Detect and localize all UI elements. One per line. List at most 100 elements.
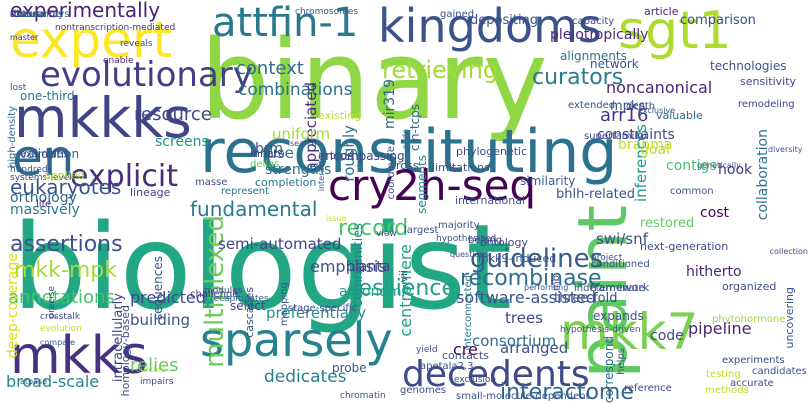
word-4: kingdoms — [378, 0, 602, 53]
word-186: reference — [624, 383, 672, 394]
word-108: enable — [103, 56, 134, 66]
word-109: lost — [10, 83, 27, 93]
word-123: largest — [404, 225, 439, 236]
word-191: discuss — [10, 9, 47, 20]
word-63: swi/snf — [596, 230, 648, 248]
word-131: depth — [626, 101, 656, 112]
word-36: annotations — [8, 287, 115, 308]
word-112: segments — [415, 155, 429, 214]
word-7: en — [12, 129, 75, 187]
word-23: assertions — [10, 232, 123, 257]
word-33: noncanonical — [606, 78, 713, 97]
word-164: indeterminate — [574, 283, 645, 294]
word-154: compare — [40, 338, 76, 347]
word-22: resilience — [350, 276, 456, 301]
word-92: sensitivity — [740, 75, 797, 88]
word-99: existing — [318, 109, 362, 122]
word-41: dedicates — [264, 367, 347, 387]
word-107: master — [10, 33, 39, 42]
word-119: life — [36, 199, 52, 210]
word-166: expands — [593, 309, 644, 323]
word-106: reveals — [120, 39, 153, 49]
word-122: majority — [438, 220, 480, 231]
word-14: mkk7 — [560, 303, 699, 361]
word-94: international — [455, 194, 526, 207]
word-79: mkk9-induced — [478, 252, 557, 265]
word-194: tool — [10, 9, 29, 20]
word-54: brahma — [618, 137, 673, 153]
word-105: nontranscription-mediated — [55, 23, 176, 33]
word-130: valuable — [656, 109, 703, 122]
word-3: reconstituting — [200, 117, 618, 187]
word-103: gained — [440, 9, 475, 20]
word-168: correspond — [602, 336, 616, 404]
word-68: uniform — [272, 125, 331, 143]
word-90: technologies — [710, 59, 787, 73]
word-173: candidates — [752, 366, 807, 377]
word-120: coordinate — [386, 146, 397, 200]
word-135: stage-specific — [288, 303, 358, 314]
word-140: collection — [769, 247, 808, 256]
word-189: network — [590, 57, 639, 71]
word-192: microarrays — [10, 9, 70, 20]
word-141: uncovering — [783, 287, 796, 349]
word-65: pipeline — [688, 319, 752, 338]
word-37: semi-automated — [218, 235, 342, 253]
word-91: remodeling — [738, 99, 795, 110]
word-26: fundamental — [190, 197, 318, 221]
word-73: fuse — [262, 144, 294, 162]
word-104: article — [644, 5, 679, 18]
word-159: select — [230, 299, 266, 313]
word-72: planta — [346, 259, 391, 275]
word-17: explicit — [70, 159, 178, 194]
word-144: next-generation — [640, 240, 729, 253]
word-161: mapping — [279, 282, 290, 327]
word-178: probe — [332, 361, 367, 375]
word-60: consortium — [472, 332, 557, 350]
word-158: recapitulates — [210, 294, 269, 304]
word-43: emphasis — [310, 257, 387, 276]
word-129: diversity — [768, 145, 803, 154]
word-30: combinations — [238, 80, 353, 100]
word-52: arr16 — [600, 105, 649, 126]
word-70: strengths — [265, 162, 332, 178]
word-6: mkkks — [14, 86, 192, 150]
word-24: eukaryotes — [10, 175, 122, 199]
word-134: applied — [44, 169, 85, 182]
word-40: relies — [130, 355, 179, 376]
word-11: cry2h-seq — [328, 161, 537, 210]
word-86: comparison — [680, 13, 756, 28]
word-167: framework — [590, 281, 650, 294]
word-111: phylogenetic — [456, 145, 528, 158]
word-2: biologist — [12, 198, 513, 336]
word-32: curators — [532, 65, 624, 90]
word-31: retrieving — [382, 56, 499, 84]
word-20: recombinase — [460, 266, 602, 291]
word-148: view — [376, 229, 397, 239]
word-127: superfamily — [584, 131, 644, 142]
word-89: alignments — [560, 49, 627, 63]
word-125: similarity — [520, 174, 576, 188]
word-171: testing — [706, 369, 741, 380]
word-57: constraints — [597, 127, 675, 143]
word-69: brm — [255, 141, 284, 157]
word-169: helps — [616, 348, 627, 375]
word-85: goal — [640, 142, 670, 158]
word-67: arranged — [500, 339, 569, 357]
word-95: encompassing — [318, 149, 405, 163]
word-124: belong — [468, 235, 503, 246]
word-165: mb — [551, 275, 562, 292]
word-82: high-density — [7, 106, 18, 169]
word-137: performing — [524, 283, 569, 292]
word-162: vii — [397, 270, 410, 283]
word-15: decedents — [402, 354, 590, 395]
word-71: agronomic — [339, 284, 414, 300]
word-157: modules — [204, 286, 243, 296]
word-114: masse — [195, 177, 228, 188]
word-153: precise — [47, 286, 57, 319]
word-102: capacity — [572, 16, 615, 27]
word-181: impairs — [140, 377, 174, 387]
word-160: cascades — [243, 287, 256, 338]
word-10: attfin-1 — [212, 0, 359, 46]
